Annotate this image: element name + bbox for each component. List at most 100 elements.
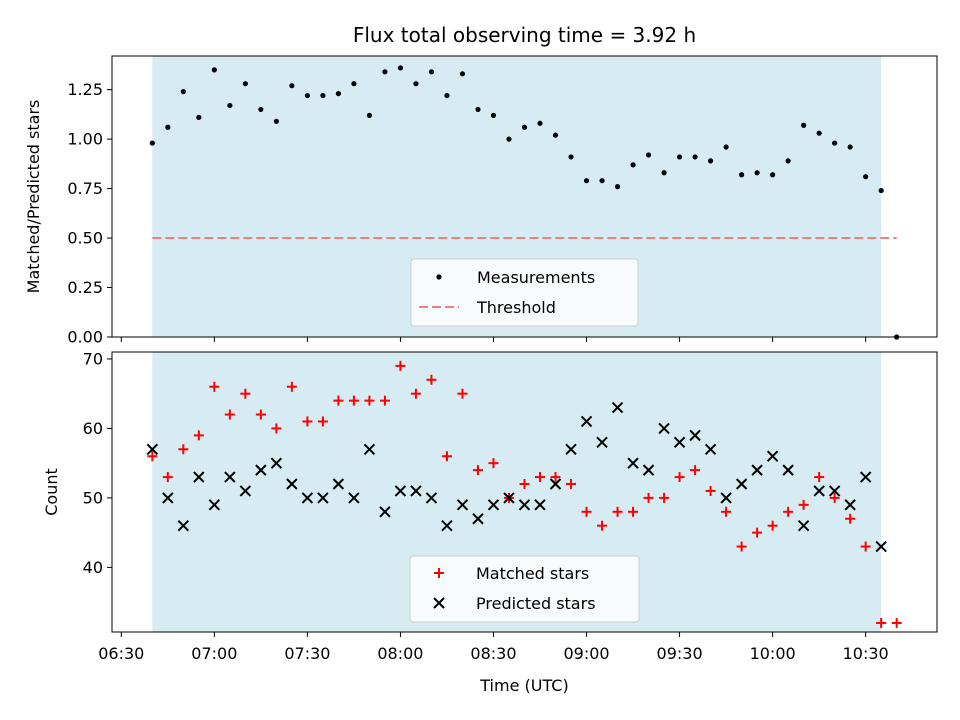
bottom-x-tick-label: 07:00 [191, 644, 237, 663]
x-b [193, 471, 205, 483]
matched-star-point [752, 527, 763, 538]
x-b [704, 443, 717, 455]
measurement-point [537, 120, 543, 126]
legend-matched-marker [434, 568, 444, 578]
measurement-point [521, 124, 528, 130]
bottom-x-tick-label: 09:00 [563, 644, 609, 663]
predicted-star-point [472, 513, 484, 525]
measurement-point [149, 140, 155, 146]
top-axes-frame [111, 55, 938, 338]
matched-star-point [364, 395, 375, 406]
measurement-point [180, 89, 186, 95]
x-b [332, 478, 345, 490]
x-b [549, 478, 562, 490]
matched-star-point [162, 472, 173, 483]
matched-star-point [674, 472, 685, 483]
measurement-point [754, 170, 760, 176]
matched-star-point [581, 506, 592, 517]
predicted-star-point [270, 457, 283, 469]
bottom-legend-box [409, 555, 640, 623]
matched-star-point [426, 374, 437, 385]
matched-star-point [302, 416, 313, 427]
measurement-point [428, 69, 435, 75]
x-b [456, 499, 469, 511]
x-b [720, 492, 732, 504]
measurement-point [351, 81, 357, 87]
predicted-star-point [208, 499, 221, 511]
matched-star-point [767, 520, 778, 531]
x-b [255, 464, 267, 476]
top-chart-title: Flux total observing time = 3.92 h [353, 23, 696, 47]
matched-star-point [659, 492, 670, 503]
matched-star-point [441, 451, 452, 462]
measurement-point [614, 184, 621, 190]
matched-star-point [457, 388, 468, 399]
predicted-star-point [332, 478, 345, 490]
matched-star-point [612, 506, 623, 517]
x-b [208, 499, 221, 511]
measurement-point [490, 112, 497, 118]
matched-star-point [224, 409, 235, 420]
measurement-point [242, 81, 248, 87]
matched-star-point [891, 617, 902, 628]
measurement-point [289, 83, 295, 89]
predicted-star-point [193, 471, 205, 483]
measurement-point [676, 154, 683, 160]
matched-star-point [783, 506, 794, 517]
matched-star-point [736, 541, 747, 552]
predicted-star-point [503, 492, 515, 504]
top-y-tick-label: 0.25 [67, 278, 103, 297]
bottom-x-tick-label: 10:00 [750, 644, 796, 663]
predicted-star-point [673, 436, 686, 449]
x-b [844, 499, 856, 511]
predicted-star-point [286, 478, 298, 490]
bottom-x-tick-label: 10:30 [843, 644, 889, 663]
measurement-point [739, 172, 745, 178]
predicted-star-point [782, 464, 794, 476]
measurement-point [506, 136, 512, 142]
bottom-y-tick-label: 40 [83, 558, 103, 577]
x-b [782, 464, 794, 476]
measurement-point [832, 140, 838, 146]
bottom-x-tick-label: 09:30 [657, 644, 703, 663]
matched-star-point [519, 479, 530, 490]
x-b [596, 436, 608, 449]
bottom-x-tick-label: 07:30 [284, 644, 330, 663]
bottom-y-tick-label: 70 [83, 349, 103, 368]
legend-matched-label: Matched stars [476, 564, 589, 583]
measurement-point [863, 174, 869, 180]
predicted-star-point [704, 443, 717, 455]
measurement-point [552, 132, 559, 138]
measurement-point [258, 106, 264, 113]
predicted-star-point [844, 499, 856, 511]
matched-star-point [271, 423, 282, 434]
predicted-star-point [487, 499, 500, 511]
matched-star-point [240, 388, 251, 399]
bottom-x-tick-label: 06:30 [98, 644, 144, 663]
x-b [673, 436, 686, 449]
matched-star-point [147, 451, 158, 462]
predicted-star-point [720, 492, 732, 504]
predicted-star-point [394, 485, 407, 497]
x-b [286, 478, 298, 490]
matched-star-point [566, 479, 577, 490]
measurement-point [196, 114, 202, 120]
matched-star-point [395, 360, 406, 371]
predicted-star-point [735, 478, 748, 490]
predicted-star-point [410, 485, 422, 497]
bottom-axes-frame [111, 351, 938, 633]
x-b [239, 485, 252, 497]
x-b [441, 519, 453, 532]
x-b [410, 485, 422, 497]
bottom-x-axis-label: Time (UTC) [479, 676, 568, 695]
matched-star-point [286, 381, 297, 392]
predicted-star-point [813, 485, 825, 497]
matched-star-point [317, 416, 328, 427]
measurement-point [801, 122, 807, 128]
measurement-point [645, 152, 652, 158]
legend-threshold-label: Threshold [476, 298, 556, 317]
measurement-point [444, 92, 450, 99]
matched-star-point [798, 499, 809, 510]
measurement-point [366, 112, 373, 118]
